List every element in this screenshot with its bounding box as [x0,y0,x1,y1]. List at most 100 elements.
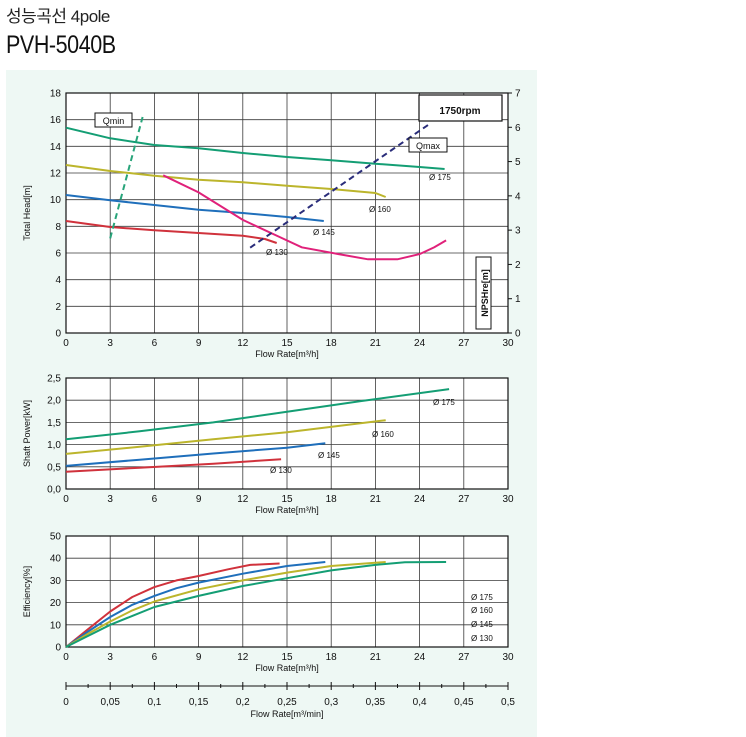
rpm-box [418,94,503,122]
efficiency-legend-entry: Ø 130 [471,634,493,643]
head-xtick-label: 15 [281,338,293,349]
efficiency-xtick-label: 6 [152,652,158,663]
efficiency-series-d160 [65,561,386,648]
head-xtick-label: 12 [237,338,249,349]
head-ytick-label: 6 [55,249,61,260]
efficiency-legend-entry: Ø 175 [471,593,493,602]
efficiency-xtick-label: 18 [326,652,338,663]
head-y2tick-label: 0 [515,329,521,340]
head-ytick-label: 14 [50,142,62,153]
head-xtick-label: 0 [63,338,69,349]
chart-subtitle: 성능곡선 4pole [6,7,110,26]
head-xtick-label: 3 [107,338,113,349]
qmax-label-box [408,137,448,153]
power-xtick-label: 21 [370,494,382,505]
head-xtick-label: 27 [458,338,470,349]
head-xtick-label: 24 [414,338,426,349]
efficiency-ytick-label: 10 [50,620,62,631]
qmax-label: Qmax [416,141,441,151]
x2-tick-label: 0,45 [454,697,474,708]
npshre-curve [162,174,447,261]
power-x-axis-title: Flow Rate[m³/h] [255,505,319,515]
power-series-label: Ø 145 [318,451,340,460]
qmin-line [109,116,144,239]
x2-tick-label: 0,25 [277,697,297,708]
efficiency-ytick-label: 20 [50,598,62,609]
efficiency-xtick-label: 9 [196,652,202,663]
efficiency-x-axis-title: Flow Rate[m³/h] [255,663,319,673]
efficiency-legend-entry: Ø 160 [471,606,493,615]
head-series-label: Ø 145 [313,228,335,237]
qmin-label: Qmin [103,116,125,126]
head-ytick-label: 0 [55,329,61,340]
power-series-label: Ø 175 [433,398,455,407]
x2-tick-label: 0,4 [413,697,427,708]
head-xtick-label: 6 [152,338,158,349]
efficiency-series-d145 [65,561,326,648]
power-ytick-label: 2,0 [47,396,61,407]
power-ytick-label: 0,5 [47,462,61,473]
npshre-axis-title: NPSHre[m] [480,269,490,317]
x2-tick-label: 0,1 [147,697,161,708]
power-series-d130 [65,458,282,473]
head-series-d175 [65,126,445,170]
head-ytick-label: 18 [50,89,62,100]
head-y2tick-label: 1 [515,294,521,305]
head-ytick-label: 16 [50,115,62,126]
efficiency-xtick-label: 15 [281,652,293,663]
head-y2tick-label: 4 [515,191,521,202]
efficiency-series-d175 [65,561,447,648]
power-series-d160 [65,419,386,455]
power-ytick-label: 2,5 [47,374,61,385]
efficiency-legend-entry: Ø 145 [471,620,493,629]
efficiency-ytick-label: 0 [55,643,61,654]
power-xtick-label: 18 [326,494,338,505]
power-xtick-label: 15 [281,494,293,505]
power-series-label: Ø 160 [372,430,394,439]
head-series-label: Ø 160 [369,205,391,214]
head-y2tick-label: 7 [515,89,521,100]
rpm-label: 1750rpm [439,106,480,117]
power-xtick-label: 6 [152,494,158,505]
power-xtick-label: 24 [414,494,426,505]
efficiency-ytick-label: 50 [50,532,62,543]
head-ytick-label: 10 [50,195,62,206]
head-plot-frame [65,92,509,334]
x2-axis-title: Flow Rate[m³/min] [250,709,323,719]
efficiency-ytick-label: 40 [50,554,62,565]
power-series-label: Ø 130 [270,466,292,475]
efficiency-xtick-label: 21 [370,652,382,663]
power-xtick-label: 30 [502,494,514,505]
power-plot-frame [65,377,509,490]
x2-tick-label: 0,35 [366,697,386,708]
head-series-d160 [65,164,387,198]
x2-tick-label: 0 [63,697,69,708]
x2-tick-label: 0,05 [100,697,120,708]
power-xtick-label: 9 [196,494,202,505]
head-xtick-label: 30 [502,338,514,349]
x2-tick-label: 0,2 [236,697,250,708]
efficiency-xtick-label: 0 [63,652,69,663]
head-ytick-label: 4 [55,275,61,286]
head-x-axis-title: Flow Rate[m³/h] [255,349,319,359]
efficiency-xtick-label: 27 [458,652,470,663]
qmin-label-box [94,112,133,128]
efficiency-xtick-label: 30 [502,652,514,663]
head-y2tick-label: 6 [515,123,521,134]
efficiency-series-d130 [65,562,280,648]
power-xtick-label: 12 [237,494,249,505]
efficiency-xtick-label: 24 [414,652,426,663]
efficiency-xtick-label: 12 [237,652,249,663]
power-xtick-label: 0 [63,494,69,505]
power-ytick-label: 1,0 [47,440,61,451]
power-series-d145 [65,442,326,467]
head-xtick-label: 18 [326,338,338,349]
efficiency-y-axis-title: Efficiency[%] [22,566,32,617]
power-y-axis-title: Shaft Power[kW] [22,400,32,467]
head-y2tick-label: 2 [515,260,521,271]
power-xtick-label: 27 [458,494,470,505]
efficiency-xtick-label: 3 [107,652,113,663]
head-series-label: Ø 130 [266,248,288,257]
head-y-axis-title: Total Head[m] [22,185,32,241]
